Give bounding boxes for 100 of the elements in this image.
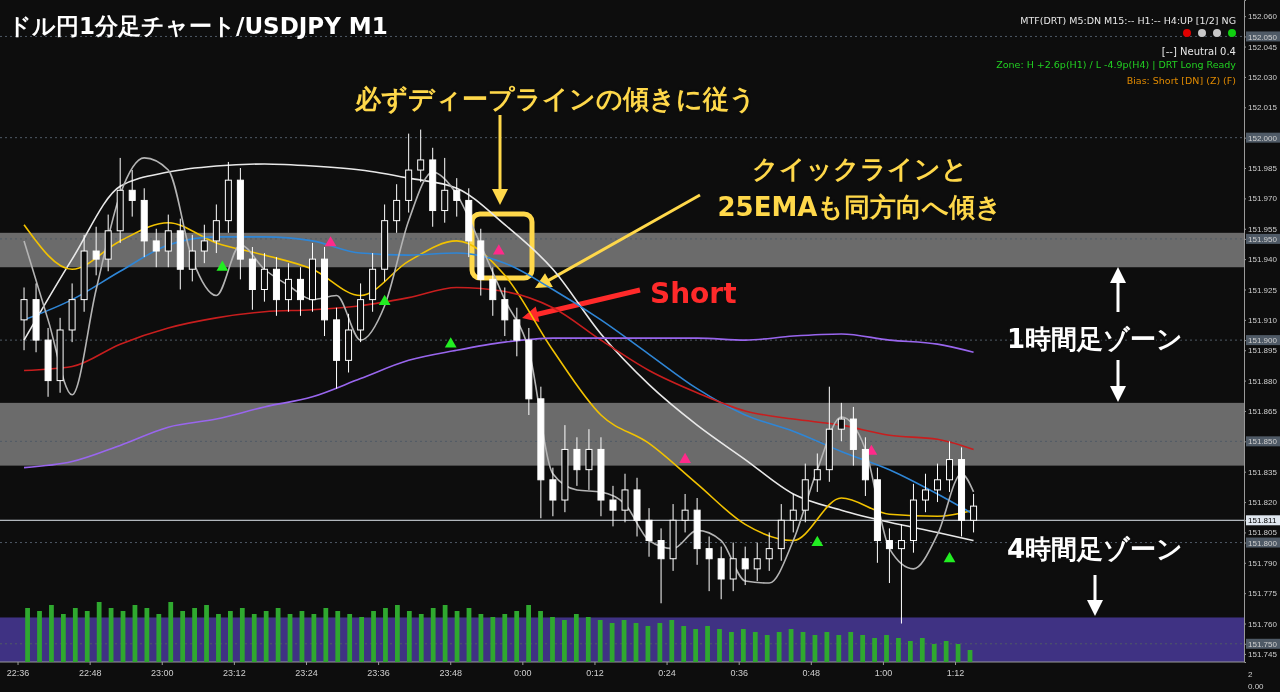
bar — [717, 629, 722, 662]
y-tick-label: 151.775 — [1248, 589, 1278, 599]
bar — [776, 632, 782, 662]
y-tick-label: 151.900 — [1248, 336, 1278, 346]
bar — [395, 605, 400, 662]
y-tick-label: 151.811 — [1248, 516, 1277, 526]
text: ドル円1分足チャート/USDJPY M1 — [8, 13, 388, 39]
x-tick-label: 1:00 — [874, 668, 893, 678]
x-tick-label: 23:48 — [439, 668, 462, 678]
candlestick — [837, 402, 845, 442]
y-tick-label: 152.050 — [1248, 32, 1278, 42]
annotation: クイックラインと 25EMAも同方向へ傾き — [717, 154, 1003, 222]
bar — [430, 608, 436, 662]
candlestick — [705, 535, 713, 592]
y-tick-label: 152.045 — [1248, 42, 1278, 52]
bar — [49, 605, 54, 662]
x-tick-label: 22:36 — [6, 668, 30, 678]
bar — [764, 635, 770, 662]
y-tick-label: 151.970 — [1248, 194, 1278, 204]
bar — [562, 620, 567, 662]
bar — [669, 620, 675, 662]
y-tick-label: 151.940 — [1248, 255, 1278, 265]
bar — [156, 614, 162, 662]
y-tick-label: 152.060 — [1248, 12, 1278, 22]
candlestick — [188, 234, 196, 282]
annotation: [--] Neutral 0.4 — [1161, 46, 1236, 57]
x-tick-label: 1:12 — [946, 668, 965, 678]
bar — [359, 617, 364, 662]
bar — [919, 638, 925, 662]
y-tick-label: 151.880 — [1248, 376, 1278, 386]
bar — [371, 611, 376, 662]
bar — [585, 617, 591, 662]
y-tick-label: 151.835 — [1248, 467, 1278, 477]
y-tick-label: 151.760 — [1248, 619, 1278, 629]
candlestick — [393, 183, 401, 234]
candlestick — [921, 473, 929, 513]
annotation: Zone: H +2.6p(H1) / L -4.9p(H4) | DRT Long Ready — [996, 59, 1237, 70]
y-tick-label: 151.805 — [1248, 528, 1278, 538]
candlestick — [441, 157, 449, 224]
x-tick-label: 23:12 — [223, 668, 246, 678]
candlestick — [164, 214, 172, 268]
bar — [550, 617, 555, 662]
candlestick — [152, 228, 160, 268]
bar — [502, 614, 508, 662]
bar — [526, 605, 532, 662]
candlestick — [753, 542, 761, 582]
x-tick-label: 0:48 — [802, 668, 821, 678]
candlestick — [549, 467, 557, 517]
annotation: 必ずディープラインの傾きに従う — [353, 84, 756, 114]
y-tick-label: 151.745 — [1248, 649, 1278, 659]
candlestick — [765, 531, 773, 572]
bar — [216, 614, 221, 662]
bar — [740, 629, 746, 662]
x-tick-label: 23:24 — [295, 668, 318, 678]
bar — [84, 611, 90, 662]
bar — [96, 602, 102, 662]
bar — [204, 605, 209, 662]
candlestick — [200, 224, 208, 264]
bar — [406, 611, 412, 662]
candlestick — [284, 262, 292, 313]
candlestick — [717, 546, 725, 600]
y-tick-label: 151.955 — [1248, 224, 1278, 234]
bar — [884, 635, 889, 662]
candlestick — [897, 523, 905, 625]
bar — [872, 638, 877, 662]
candlestick — [681, 493, 689, 533]
candlestick — [128, 169, 136, 218]
annotation: 1時間足ゾーン — [1006, 324, 1184, 354]
bar — [144, 608, 150, 662]
candlestick — [621, 473, 629, 523]
y-tick-label: 151.925 — [1248, 285, 1278, 295]
bar — [836, 635, 842, 662]
y-tick-label: 151.985 — [1248, 164, 1278, 174]
candlestick — [645, 507, 653, 558]
candlestick — [885, 527, 893, 584]
bar — [729, 632, 734, 662]
bar — [263, 611, 269, 662]
bar — [693, 629, 699, 662]
candlestick — [212, 203, 220, 254]
candlestick — [741, 546, 749, 586]
text: 2 — [1248, 670, 1253, 679]
bar — [228, 611, 233, 662]
y-tick-label: 151.895 — [1248, 346, 1278, 356]
x-tick-label: 23:36 — [367, 668, 390, 678]
bar — [168, 602, 174, 662]
bar — [705, 626, 710, 662]
bar — [72, 608, 78, 662]
y-tick-label: 151.865 — [1248, 407, 1278, 417]
candlestick — [934, 463, 942, 503]
bar — [538, 611, 543, 662]
bar — [442, 605, 448, 662]
candlestick — [501, 286, 509, 337]
annotation: Bias: Short [DN] (Z) (F) — [1126, 75, 1236, 86]
y-tick-label: 151.910 — [1248, 315, 1278, 325]
candlestick — [453, 177, 461, 218]
y-tick-label: 152.015 — [1248, 103, 1278, 113]
annotation: 4時間足ゾーン — [1006, 534, 1184, 564]
x-tick-label: 0:12 — [586, 668, 604, 678]
candlestick — [92, 226, 100, 276]
candlestick — [417, 129, 425, 183]
